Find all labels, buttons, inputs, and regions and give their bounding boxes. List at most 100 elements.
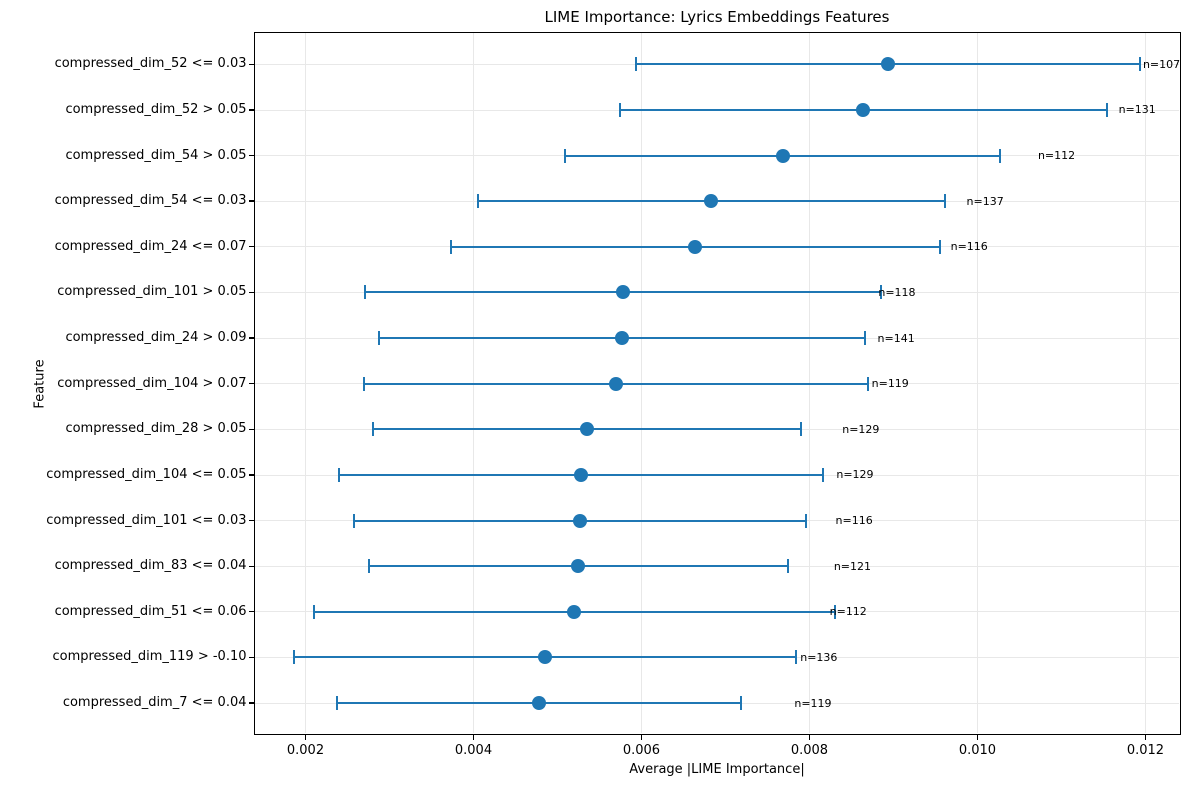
chart-title: LIME Importance: Lyrics Embeddings Featu… (544, 8, 890, 26)
error-bar-cap-right (867, 376, 870, 391)
y-tick-label: compressed_dim_101 > 0.05 (57, 284, 247, 300)
y-tick-label: compressed_dim_101 <= 0.03 (46, 512, 247, 528)
count-annotation: n=136 (800, 650, 838, 664)
count-annotation: n=116 (950, 240, 988, 254)
y-tick-label: compressed_dim_51 <= 0.06 (54, 603, 247, 619)
y-tick (248, 337, 254, 339)
count-annotation: n=129 (836, 468, 874, 482)
x-axis-label: Average |LIME Importance| (629, 762, 805, 777)
error-bar-cap-right (795, 650, 798, 665)
x-tick-label: 0.010 (958, 743, 997, 758)
y-tick-label: compressed_dim_54 <= 0.03 (54, 193, 247, 209)
mean-marker (704, 194, 719, 209)
y-tick (248, 246, 254, 248)
y-tick (248, 519, 254, 522)
y-tick-label: compressed_dim_54 > 0.05 (65, 147, 247, 163)
x-tick (472, 735, 475, 740)
count-annotation: n=119 (871, 377, 909, 391)
x-tick-label: 0.012 (1126, 743, 1165, 758)
x-tick (1144, 735, 1147, 740)
count-annotation: n=116 (835, 514, 873, 528)
error-bar-cap-right (938, 239, 941, 254)
y-tick (248, 63, 254, 65)
mean-marker (571, 559, 586, 574)
error-bar-cap-right (833, 604, 836, 619)
mean-marker (573, 513, 588, 528)
x-tick (304, 735, 307, 740)
count-annotation: n=137 (966, 194, 1004, 208)
error-bar-cap-right (999, 148, 1002, 163)
mean-marker (532, 696, 546, 711)
count-annotation: n=112 (1037, 149, 1076, 162)
error-bar-cap-right (805, 513, 808, 528)
y-tick-label: compressed_dim_104 <= 0.05 (46, 466, 247, 482)
mean-marker (775, 148, 790, 163)
count-annotation: n=129 (842, 422, 880, 436)
mean-marker (616, 285, 630, 300)
error-bar-cap-left (618, 102, 621, 117)
x-tick-label: 0.008 (790, 743, 829, 758)
error-bar-cap-right (879, 285, 882, 300)
y-tick (248, 109, 254, 111)
y-tick (248, 565, 254, 567)
y-tick (248, 291, 254, 294)
error-bar-cap-left (353, 513, 356, 528)
error-bar-cap-left (564, 148, 567, 163)
count-annotation: n=131 (1118, 103, 1156, 117)
error-bar-cap-right (821, 467, 824, 482)
mean-marker (880, 57, 895, 72)
count-annotation: n=112 (829, 605, 867, 619)
y-tick (248, 383, 254, 385)
mean-marker (609, 376, 624, 391)
y-tick (248, 656, 254, 659)
error-bar-cap-right (943, 194, 946, 209)
mean-marker (856, 102, 871, 117)
y-tick (248, 702, 254, 704)
count-annotation: n=119 (794, 696, 832, 710)
error-bar-cap-left (338, 467, 341, 482)
count-annotation: n=118 (878, 285, 916, 299)
y-tick-label: compressed_dim_28 > 0.05 (65, 421, 247, 437)
error-bar-cap-right (800, 422, 803, 437)
error-bar-cap-left (312, 604, 315, 619)
error-bar-cap-left (364, 285, 367, 300)
y-tick-label: compressed_dim_52 > 0.05 (65, 101, 247, 117)
mean-marker (615, 331, 630, 346)
y-axis-label: Feature (32, 359, 48, 409)
y-tick-label: compressed_dim_24 > 0.09 (65, 330, 247, 346)
x-tick-label: 0.004 (454, 743, 493, 758)
x-tick (808, 735, 811, 740)
y-tick-label: compressed_dim_119 > -0.10 (52, 649, 247, 665)
mean-marker (579, 422, 594, 437)
error-bar-cap-left (378, 331, 381, 346)
error-bar-cap-right (740, 696, 743, 711)
y-tick-label: compressed_dim_83 <= 0.04 (54, 558, 247, 574)
y-tick-label: compressed_dim_52 <= 0.03 (54, 56, 247, 72)
mean-marker (537, 650, 552, 665)
y-tick (248, 200, 254, 202)
mean-marker (567, 604, 582, 619)
y-tick (248, 611, 254, 613)
count-annotation: n=121 (833, 559, 872, 573)
error-bar-cap-right (1105, 102, 1108, 117)
error-bar-cap-right (863, 331, 866, 346)
error-bar-cap-left (449, 239, 452, 254)
mean-marker (688, 239, 703, 254)
count-annotation: n=141 (877, 331, 915, 345)
x-tick (640, 735, 643, 740)
error-bar-cap-left (634, 57, 637, 72)
error-bar-cap-left (363, 376, 366, 391)
error-bar-cap-left (371, 422, 374, 437)
error-bar-cap-right (1138, 57, 1141, 72)
count-annotation: n=107 (1142, 57, 1181, 71)
y-tick-label: compressed_dim_24 <= 0.07 (54, 238, 247, 254)
x-tick (976, 735, 979, 740)
error-bar-cap-left (476, 194, 479, 209)
y-tick (248, 474, 254, 476)
error-bar-cap-left (292, 650, 295, 665)
y-tick-label: compressed_dim_7 <= 0.04 (62, 695, 247, 711)
y-tick (248, 428, 254, 430)
y-tick (248, 154, 254, 157)
x-tick-label: 0.002 (286, 743, 325, 758)
